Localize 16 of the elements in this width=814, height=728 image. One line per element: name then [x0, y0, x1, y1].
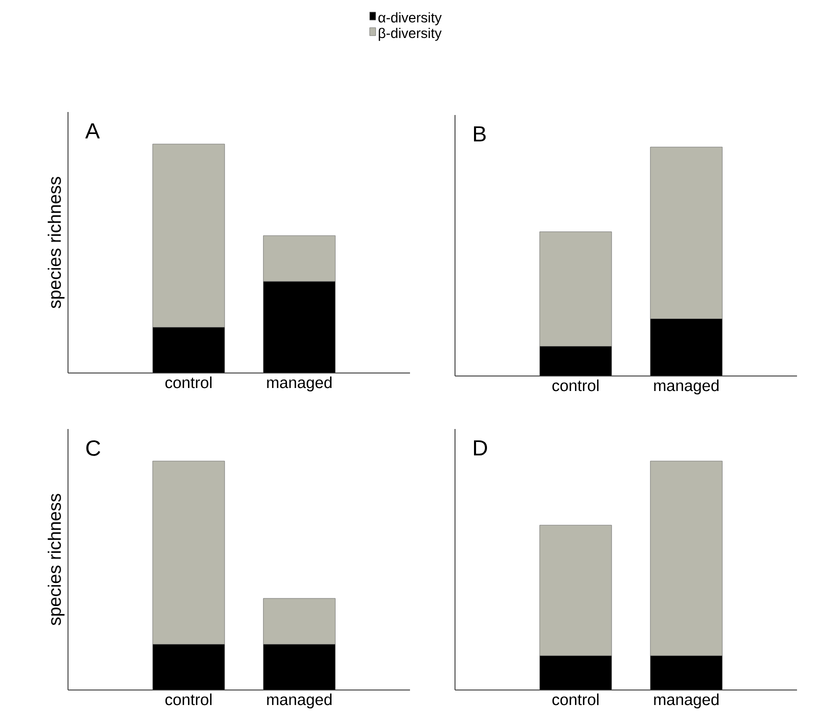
x-tick-label: managed: [654, 380, 719, 394]
x-tick-label: control: [165, 376, 212, 388]
x-tick-label: managed: [654, 694, 719, 708]
y-axis-title: species richness: [48, 494, 64, 626]
x-tick-label: control: [552, 694, 598, 706]
legend-label: α-diversity: [378, 12, 442, 26]
x-tick-label: control: [165, 694, 212, 706]
chart-title: A: [85, 123, 100, 138]
chart-title: C: [86, 440, 100, 456]
chart-title: D: [474, 440, 487, 456]
chart-title: B: [474, 126, 486, 142]
x-tick-label: control: [552, 380, 598, 392]
x-tick-label: managed: [267, 694, 332, 708]
x-tick-label: managed: [267, 376, 332, 392]
y-axis-title: species richness: [48, 176, 64, 308]
legend-label: β-diversity: [378, 28, 442, 41]
